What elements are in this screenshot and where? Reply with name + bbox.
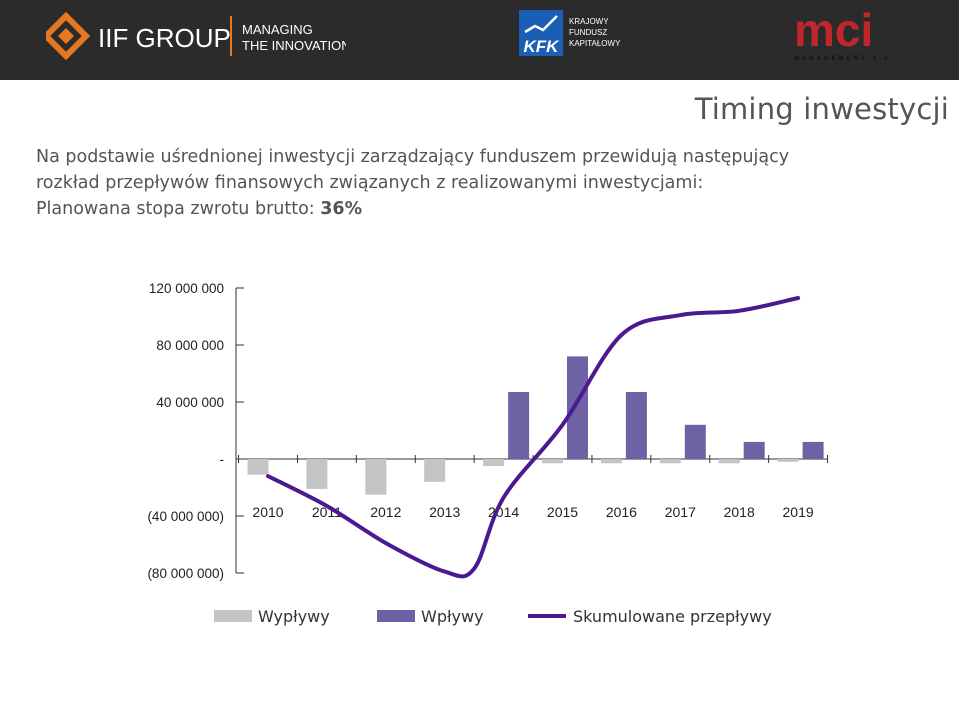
intro-text: Na podstawie uśrednionej inwestycji zarz…: [36, 144, 936, 222]
kfk-arrow-icon: [524, 15, 558, 34]
intro-line-1: Na podstawie uśrednionej inwestycji zarz…: [36, 147, 790, 167]
bar-inflow: [684, 424, 706, 459]
bar-inflow: [802, 441, 824, 459]
x-axis-tick-label: 2012: [370, 504, 401, 520]
series-line-cumulative: [266, 296, 801, 579]
bar-outflow: [659, 459, 681, 464]
legend-label-inflow: Wpływy: [421, 607, 484, 626]
x-axis-tick-label: 2010: [252, 504, 283, 520]
kfk-name-line1: KRAJOWY: [569, 17, 609, 26]
y-axis-tick-label: -: [220, 452, 225, 467]
x-axis-tick-label: 2011: [312, 504, 342, 520]
bar-outflow: [247, 459, 269, 475]
page-title: Timing inwestycji: [694, 92, 949, 126]
y-axis-tick-label: 120 000 000: [149, 281, 224, 296]
iif-group-logo: IIF GROUP MANAGING THE INNOVATION: [46, 11, 346, 61]
mci-sub: MANAGEMENT S.A.: [794, 56, 896, 62]
iif-tagline-line2: THE INNOVATION: [242, 38, 346, 53]
x-axis-tick-label: 2013: [429, 504, 460, 520]
y-axis-tick-label: (40 000 000): [147, 509, 224, 524]
x-axis-tick-label: 2019: [783, 504, 814, 520]
intro-line-2: rozkład przepływów finansowych związanyc…: [36, 173, 704, 193]
y-axis-tick-label: 40 000 000: [156, 395, 224, 410]
y-axis-tick-label: (80 000 000): [147, 566, 224, 581]
chart-legend: Wypływy Wpływy Skumulowane przepływy: [214, 607, 772, 626]
kfk-logo: KFK KRAJOWY FUNDUSZ KAPITAŁOWY: [519, 10, 621, 56]
y-axis-tick-label: 80 000 000: [156, 338, 224, 353]
bar-outflow: [777, 459, 799, 462]
kfk-name-line2: FUNDUSZ: [569, 28, 607, 37]
x-axis-tick-label: 2015: [547, 504, 578, 520]
return-rate-value: 36%: [320, 199, 363, 219]
bar-inflow: [743, 441, 765, 459]
x-axis-tick-label: 2016: [606, 504, 637, 520]
bar-outflow: [600, 459, 622, 464]
kfk-name-line3: KAPITAŁOWY: [569, 39, 621, 48]
bar-inflow: [508, 392, 530, 459]
iif-group-name: IIF GROUP: [98, 23, 231, 53]
bar-inflow: [567, 356, 588, 459]
legend-label-outflow: Wypływy: [258, 607, 330, 626]
iif-divider: [230, 16, 232, 56]
x-axis-tick-label: 2017: [665, 504, 696, 520]
legend-swatch-inflow: [377, 610, 415, 622]
legend-label-cumulative: Skumulowane przepływy: [573, 607, 772, 626]
bar-outflow: [542, 459, 563, 464]
iif-diamond-icon: [46, 11, 91, 61]
bar-outflow: [365, 459, 387, 495]
bar-inflow: [625, 392, 647, 459]
bar-outflow: [424, 459, 446, 482]
header-bar: IIF GROUP MANAGING THE INNOVATION KFK KR…: [0, 0, 959, 80]
intro-line-3: Planowana stopa zwrotu brutto: 36%: [36, 196, 936, 222]
mci-logo: mci MANAGEMENT S.A.: [794, 8, 896, 62]
bar-outflow: [718, 459, 740, 464]
return-rate-label: Planowana stopa zwrotu brutto:: [36, 199, 321, 219]
chart-plot-area: [104, 246, 870, 546]
iif-tagline-line1: MANAGING: [242, 22, 313, 37]
bar-outflow: [483, 459, 505, 467]
mci-mark: mci: [794, 8, 873, 56]
cash-flow-chart: 120 000 000 80 000 000 40 000 000 - (40 000 …: [104, 246, 870, 626]
bar-outflow: [306, 459, 328, 489]
kfk-mark: KFK: [524, 37, 561, 56]
legend-swatch-outflow: [214, 610, 252, 622]
x-axis-tick-label: 2018: [724, 504, 755, 520]
